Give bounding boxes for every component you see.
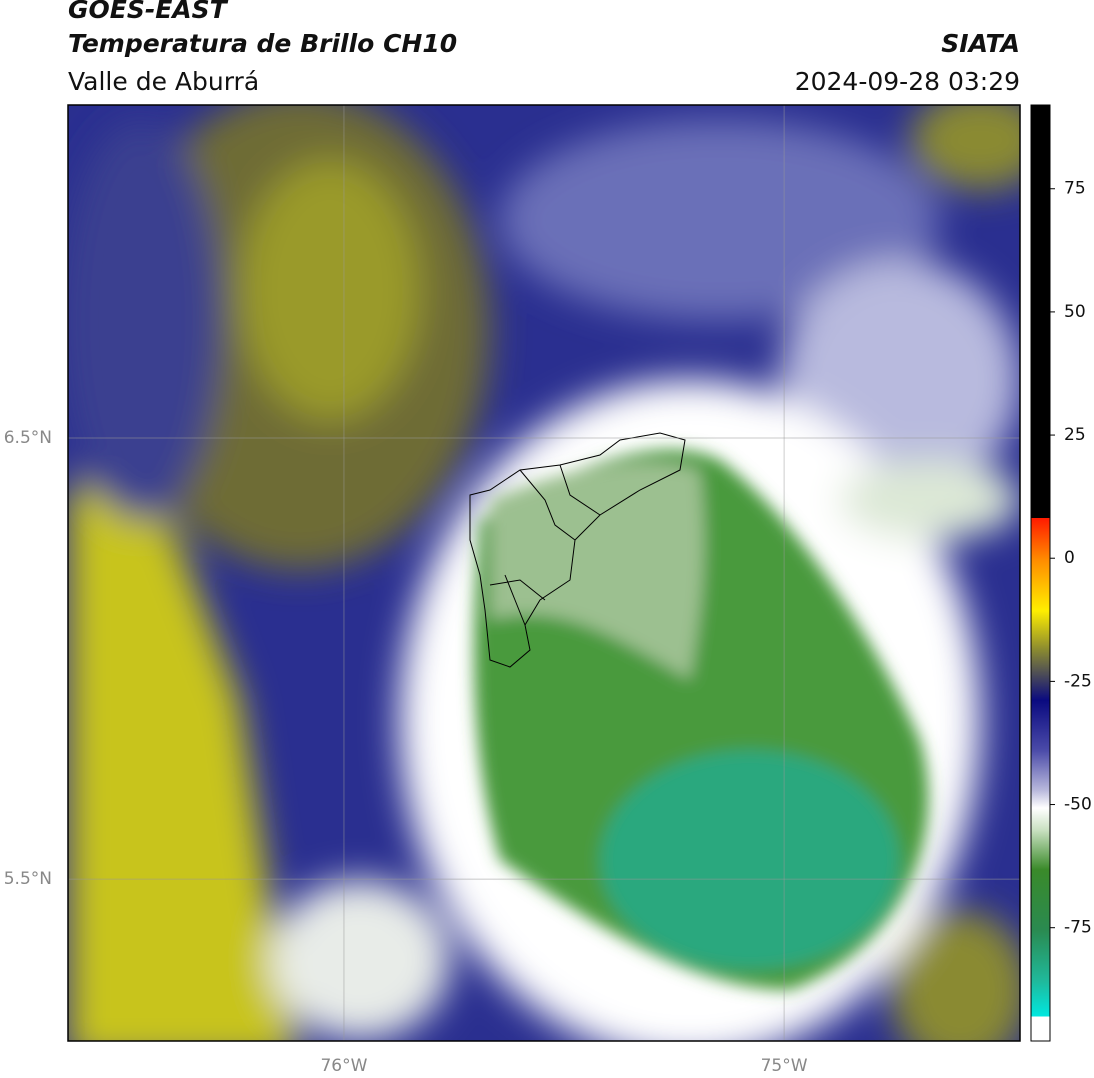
source: SIATA [941, 29, 1020, 58]
map-frame [67, 104, 1021, 1042]
lon-label: 75°W [761, 1056, 808, 1076]
colorbar [1030, 104, 1051, 1042]
colorbar-tick-label: -75 [1064, 918, 1092, 938]
colorbar-tick-label: 25 [1064, 425, 1086, 445]
colorbar-tick-label: 50 [1064, 302, 1086, 322]
region: Valle de Aburrá [68, 67, 259, 96]
colorbar-tick-label: 0 [1064, 548, 1075, 568]
product: Temperatura de Brillo CH10 [68, 29, 457, 58]
lon-label: 76°W [320, 1056, 367, 1076]
satellite: GOES-EAST [68, 0, 229, 24]
colorbar-tick-label: -50 [1064, 795, 1092, 815]
lat-label: 5.5°N [4, 869, 52, 889]
colorbar-tick-label: -25 [1064, 671, 1092, 691]
lat-label: 6.5°N [4, 428, 52, 448]
colorbar-tick-label: 75 [1064, 179, 1086, 199]
datetime: 2024-09-28 03:29 [795, 67, 1020, 96]
satellite-image [68, 105, 1020, 1041]
